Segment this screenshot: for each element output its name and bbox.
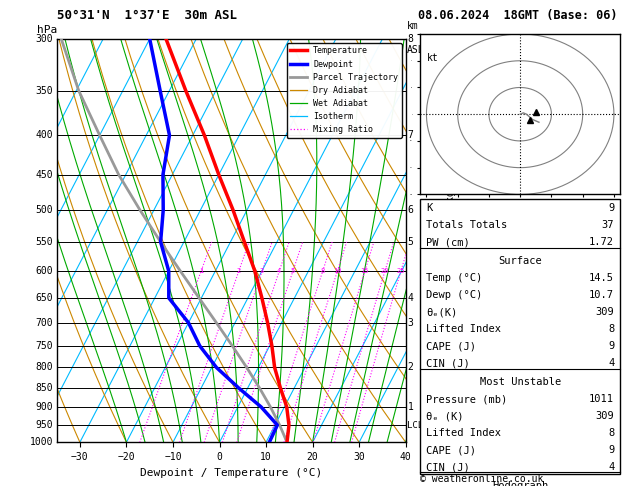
- Text: 750: 750: [35, 341, 53, 351]
- Text: 550: 550: [35, 237, 53, 247]
- Text: 5: 5: [408, 237, 413, 247]
- Text: 650: 650: [35, 293, 53, 303]
- Text: 9: 9: [608, 341, 614, 351]
- Text: 3: 3: [260, 268, 264, 274]
- Text: kt: kt: [426, 53, 438, 63]
- Text: 2: 2: [408, 363, 413, 372]
- Text: 15: 15: [360, 268, 369, 274]
- Text: 14.5: 14.5: [589, 273, 614, 283]
- Text: 950: 950: [35, 420, 53, 430]
- Text: Mixing Ratio (g/kg): Mixing Ratio (g/kg): [446, 185, 456, 296]
- Text: 20: 20: [381, 268, 389, 274]
- Text: 37: 37: [602, 221, 614, 230]
- Text: 3: 3: [408, 318, 413, 328]
- Text: 300: 300: [35, 34, 53, 44]
- Text: θₑ(K): θₑ(K): [426, 307, 457, 317]
- Text: 4: 4: [277, 268, 281, 274]
- Text: 8: 8: [408, 34, 413, 44]
- Text: 309: 309: [596, 411, 614, 421]
- Text: hPa: hPa: [37, 25, 58, 35]
- Text: Dewp (°C): Dewp (°C): [426, 290, 482, 300]
- Text: CIN (J): CIN (J): [426, 358, 470, 368]
- Text: 4: 4: [608, 358, 614, 368]
- Text: 6: 6: [408, 205, 413, 215]
- Text: ASL: ASL: [406, 45, 424, 55]
- Text: PW (cm): PW (cm): [426, 238, 470, 247]
- Text: 4: 4: [408, 293, 413, 303]
- Text: 50°31'N  1°37'E  30m ASL: 50°31'N 1°37'E 30m ASL: [57, 9, 237, 22]
- Text: 900: 900: [35, 402, 53, 412]
- Text: LCL: LCL: [408, 420, 423, 430]
- Legend: Temperature, Dewpoint, Parcel Trajectory, Dry Adiabat, Wet Adiabat, Isotherm, Mi: Temperature, Dewpoint, Parcel Trajectory…: [287, 43, 401, 138]
- Text: Most Unstable: Most Unstable: [479, 377, 561, 387]
- Text: 8: 8: [321, 268, 325, 274]
- Text: 8: 8: [608, 324, 614, 334]
- Text: 10.7: 10.7: [589, 290, 614, 300]
- Text: 7: 7: [408, 130, 413, 140]
- Text: 600: 600: [35, 266, 53, 276]
- Text: CIN (J): CIN (J): [426, 462, 470, 472]
- Text: 2: 2: [237, 268, 241, 274]
- Text: Hodograph: Hodograph: [492, 481, 548, 486]
- Text: 08.06.2024  18GMT (Base: 06): 08.06.2024 18GMT (Base: 06): [418, 9, 618, 22]
- Text: Surface: Surface: [498, 256, 542, 266]
- Text: Pressure (mb): Pressure (mb): [426, 394, 508, 404]
- Text: 25: 25: [397, 268, 405, 274]
- Text: 9: 9: [608, 445, 614, 455]
- Text: 8: 8: [608, 428, 614, 438]
- Text: 1000: 1000: [30, 437, 53, 447]
- Text: 450: 450: [35, 170, 53, 180]
- Text: 700: 700: [35, 318, 53, 328]
- Text: 400: 400: [35, 130, 53, 140]
- X-axis label: Dewpoint / Temperature (°C): Dewpoint / Temperature (°C): [140, 468, 322, 478]
- Text: 9: 9: [608, 203, 614, 213]
- Text: 1: 1: [408, 402, 413, 412]
- Text: © weatheronline.co.uk: © weatheronline.co.uk: [420, 473, 543, 484]
- Text: 500: 500: [35, 205, 53, 215]
- Text: Lifted Index: Lifted Index: [426, 428, 501, 438]
- Text: 10: 10: [333, 268, 342, 274]
- Text: 1.72: 1.72: [589, 238, 614, 247]
- Text: CAPE (J): CAPE (J): [426, 341, 476, 351]
- Text: 309: 309: [596, 307, 614, 317]
- Text: K: K: [426, 203, 432, 213]
- Text: θₑ (K): θₑ (K): [426, 411, 464, 421]
- Text: 1011: 1011: [589, 394, 614, 404]
- Text: 4: 4: [608, 462, 614, 472]
- Text: 1: 1: [199, 268, 203, 274]
- Text: Temp (°C): Temp (°C): [426, 273, 482, 283]
- Text: Lifted Index: Lifted Index: [426, 324, 501, 334]
- Text: 350: 350: [35, 86, 53, 96]
- Text: 850: 850: [35, 383, 53, 393]
- Text: km: km: [406, 21, 418, 31]
- Text: 800: 800: [35, 363, 53, 372]
- Text: Totals Totals: Totals Totals: [426, 221, 508, 230]
- Text: 5: 5: [291, 268, 295, 274]
- Text: CAPE (J): CAPE (J): [426, 445, 476, 455]
